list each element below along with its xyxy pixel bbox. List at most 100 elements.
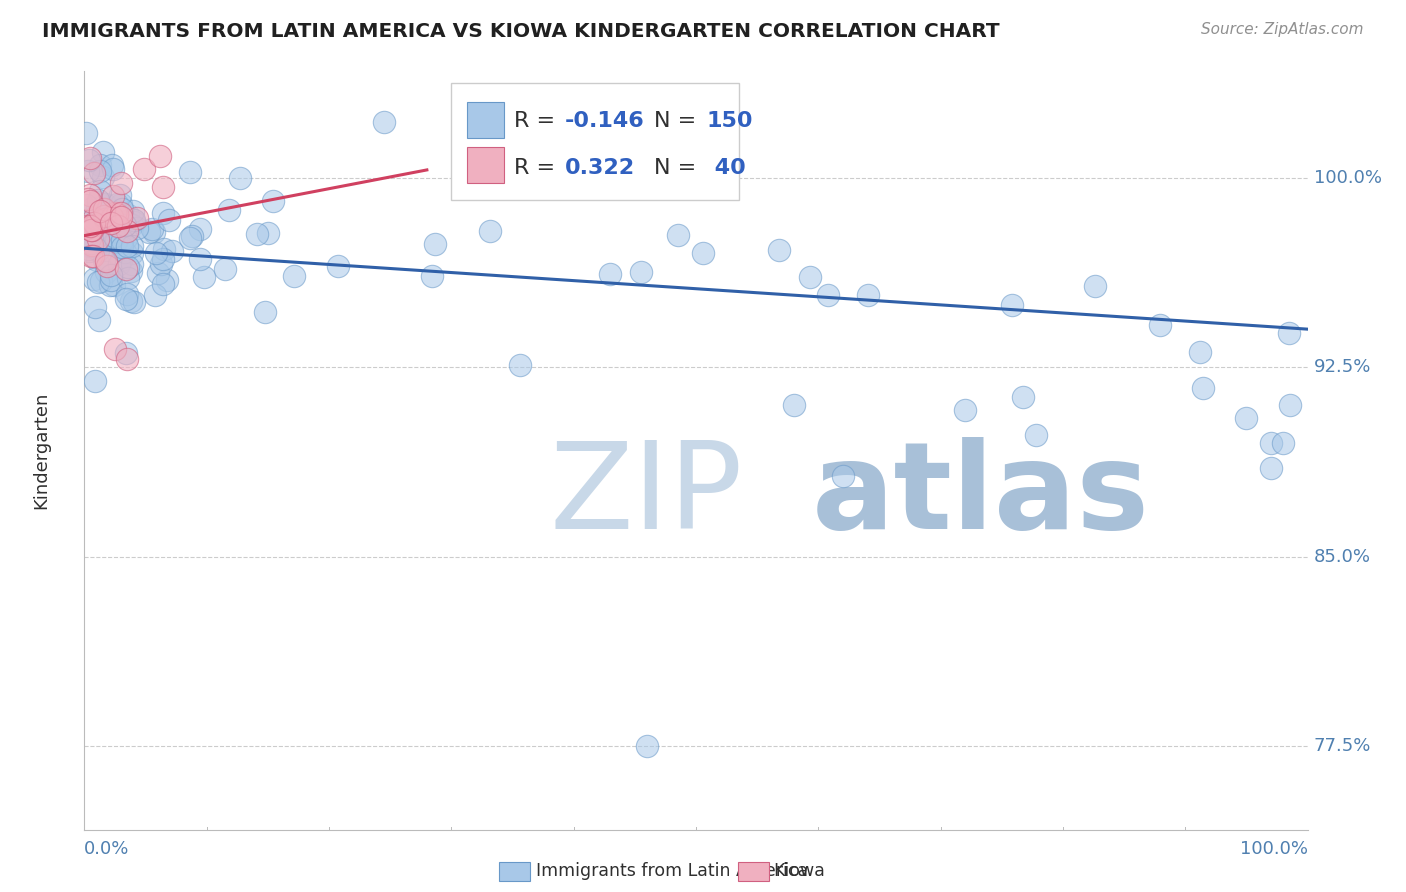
Point — [111, 240, 134, 254]
Point — [121, 257, 143, 271]
Point — [110, 205, 132, 219]
Point — [82, 239, 104, 253]
Point — [94, 197, 117, 211]
Point — [1236, 410, 1258, 425]
Point — [75, 126, 97, 140]
Point — [93, 202, 115, 216]
Point — [107, 225, 129, 239]
Point — [77, 239, 100, 253]
Point — [115, 352, 138, 367]
Point — [630, 264, 652, 278]
Point — [79, 230, 101, 244]
Point — [75, 197, 97, 211]
Point — [115, 224, 138, 238]
Point — [256, 226, 278, 240]
Point — [420, 269, 443, 284]
Text: -0.146: -0.146 — [565, 111, 645, 130]
Text: R =: R = — [513, 158, 555, 178]
Point — [83, 219, 105, 234]
Point — [121, 219, 143, 233]
Point — [83, 374, 105, 388]
Point — [93, 221, 115, 235]
Point — [108, 188, 131, 202]
Point — [76, 220, 98, 235]
Point — [831, 468, 853, 483]
Point — [103, 228, 125, 243]
Point — [100, 273, 122, 287]
Point — [86, 202, 108, 216]
Point — [117, 286, 139, 301]
Point — [82, 249, 104, 263]
Point — [145, 246, 167, 260]
FancyBboxPatch shape — [467, 103, 503, 138]
Point — [80, 223, 103, 237]
Point — [87, 193, 110, 207]
Text: N =: N = — [654, 111, 696, 130]
Point — [666, 227, 689, 242]
Point — [283, 269, 305, 284]
Point — [121, 246, 143, 260]
Point — [84, 218, 107, 232]
Text: 150: 150 — [707, 111, 754, 130]
Point — [783, 398, 806, 412]
Point — [89, 164, 111, 178]
Point — [152, 252, 174, 266]
Point — [111, 202, 134, 216]
Point — [193, 270, 215, 285]
Point — [87, 195, 110, 210]
Text: 85.0%: 85.0% — [1313, 548, 1371, 566]
Point — [100, 268, 122, 282]
Point — [817, 288, 839, 302]
Point — [80, 235, 103, 250]
Point — [77, 242, 100, 256]
Point — [77, 244, 100, 259]
Text: Source: ZipAtlas.com: Source: ZipAtlas.com — [1201, 22, 1364, 37]
Point — [93, 210, 115, 224]
Text: 0.0%: 0.0% — [84, 839, 129, 858]
Point — [83, 166, 105, 180]
Text: Immigrants from Latin America: Immigrants from Latin America — [536, 863, 808, 880]
Point — [1278, 398, 1301, 412]
Point — [152, 277, 174, 291]
Point — [80, 248, 103, 262]
Point — [94, 265, 117, 279]
Point — [105, 211, 128, 225]
Point — [101, 158, 124, 172]
Point — [98, 236, 121, 251]
Point — [79, 188, 101, 202]
Point — [122, 213, 145, 227]
Point — [142, 225, 165, 239]
Point — [100, 215, 122, 229]
Point — [97, 210, 120, 224]
Point — [479, 224, 502, 238]
Point — [89, 204, 111, 219]
Point — [80, 236, 103, 251]
Point — [94, 234, 117, 248]
Point — [179, 231, 201, 245]
Point — [214, 262, 236, 277]
Point — [953, 403, 976, 417]
Point — [326, 259, 349, 273]
Point — [93, 212, 115, 227]
Text: 0.322: 0.322 — [565, 158, 636, 178]
Point — [148, 266, 170, 280]
Point — [155, 273, 177, 287]
Point — [76, 232, 98, 246]
Point — [1278, 326, 1301, 341]
Point — [79, 151, 101, 165]
Point — [110, 253, 132, 268]
Point — [114, 218, 136, 232]
Point — [115, 261, 138, 276]
Text: ZIP: ZIP — [550, 437, 742, 555]
Point — [87, 232, 110, 246]
Text: 100.0%: 100.0% — [1240, 839, 1308, 858]
Point — [76, 219, 98, 234]
Point — [373, 115, 395, 129]
Text: atlas: atlas — [813, 437, 1150, 555]
Text: N =: N = — [654, 158, 696, 178]
Text: 77.5%: 77.5% — [1313, 737, 1371, 756]
FancyBboxPatch shape — [467, 147, 503, 183]
Point — [103, 278, 125, 293]
Point — [517, 176, 540, 190]
Point — [91, 145, 114, 160]
